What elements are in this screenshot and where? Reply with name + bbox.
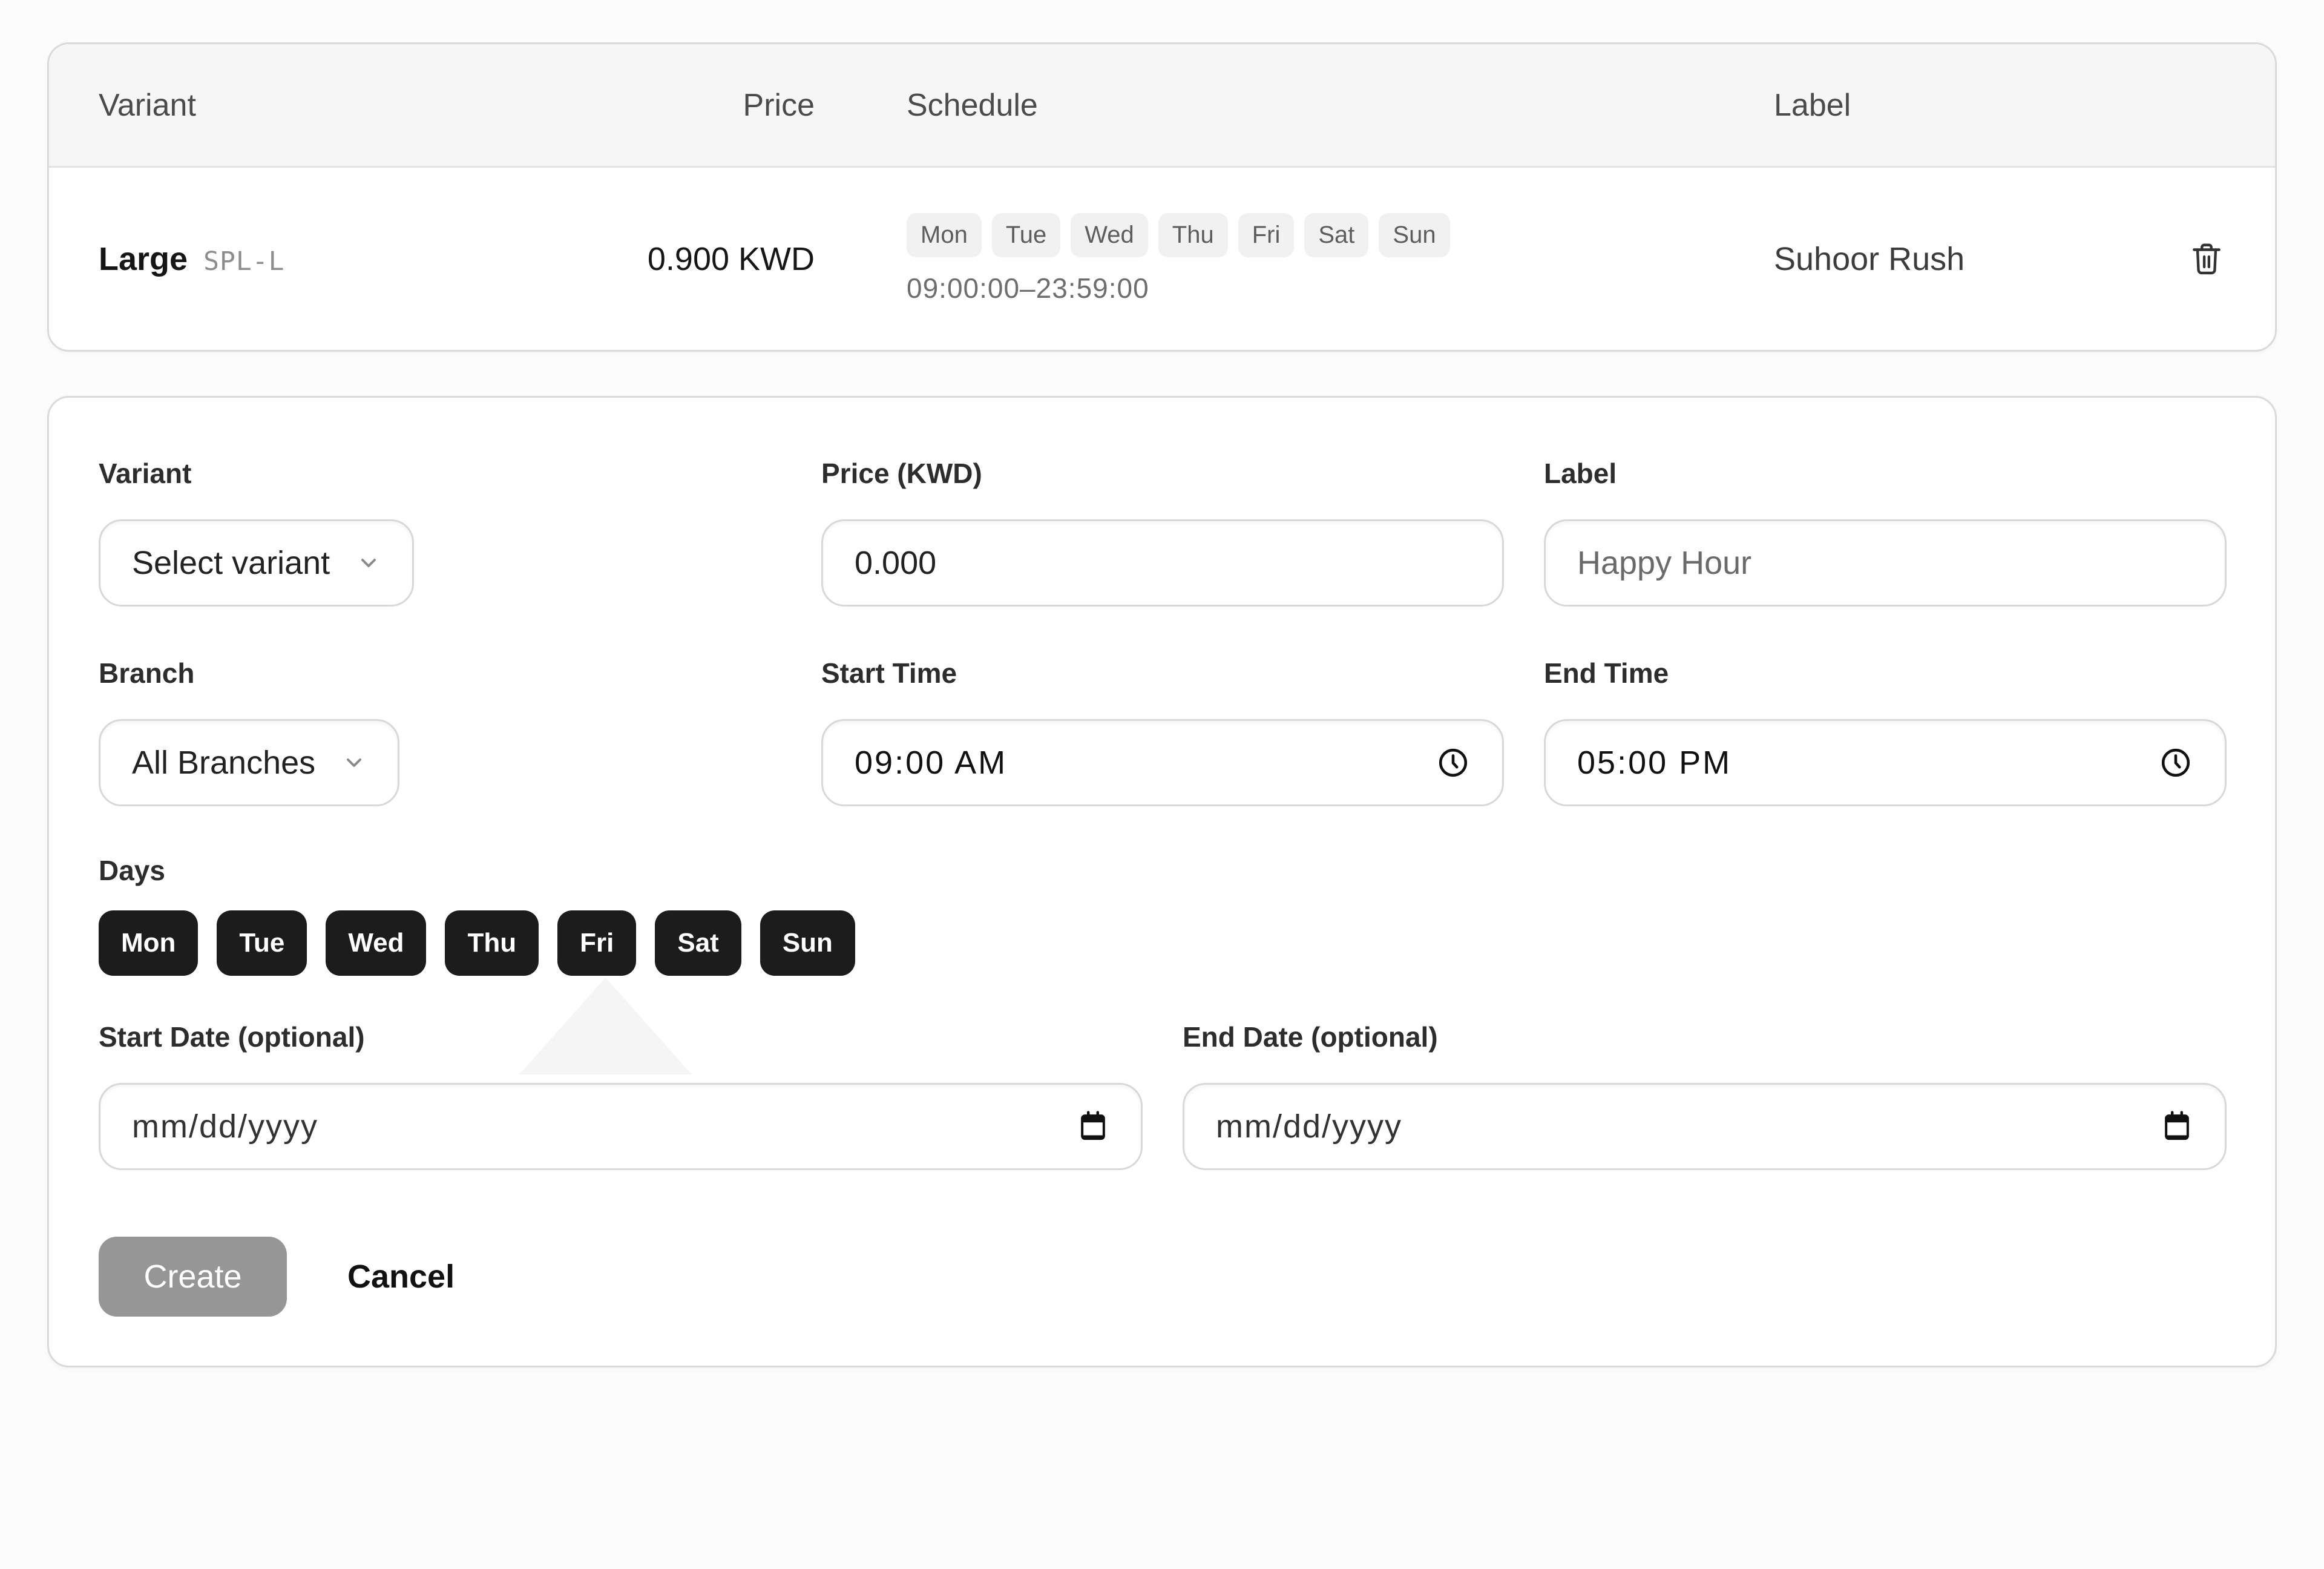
day-toggle-thu[interactable]: Thu [445, 910, 539, 976]
label-field-label: Label [1544, 458, 1617, 489]
price-field-label: Price (KWD) [821, 458, 982, 489]
label-field-group: Label Happy Hour [1544, 456, 2227, 607]
schedule-day-chips: Mon Tue Wed Thu Fri Sat Sun [907, 213, 1774, 257]
day-toggle-wed[interactable]: Wed [326, 910, 427, 976]
start-time-field-label: Start Time [821, 657, 957, 689]
branch-field-group: Branch All Branches [99, 656, 781, 806]
variant-name: Large [99, 240, 188, 277]
start-time-field-group: Start Time 09:00 AM [821, 656, 1504, 806]
create-schedule-form: Variant Select variant Price (KWD) 0.000… [47, 396, 2277, 1367]
day-chip: Fri [1238, 213, 1295, 257]
day-chip: Sun [1379, 213, 1450, 257]
days-field-label: Days [99, 855, 165, 886]
variant-sku: SPL-L [203, 246, 285, 277]
schedule-cell: Mon Tue Wed Thu Fri Sat Sun 09:00:00–23:… [815, 213, 1774, 304]
end-date-field-group: End Date (optional) mm/dd/yyyy [1183, 1019, 2227, 1170]
calendar-icon[interactable] [1077, 1109, 1109, 1144]
column-header-price: Price [743, 87, 815, 123]
end-time-field-label: End Time [1544, 657, 1669, 689]
schedule-time-range: 09:00:00–23:59:00 [907, 272, 1149, 304]
end-date-field-label: End Date (optional) [1183, 1021, 1438, 1053]
day-toggle-sun[interactable]: Sun [760, 910, 855, 976]
start-time-input[interactable]: 09:00 AM [821, 719, 1504, 806]
column-header-variant: Variant [99, 87, 196, 123]
schedule-label: Suhoor Rush [1774, 240, 1965, 277]
day-chip: Tue [991, 213, 1061, 257]
day-chip: Sat [1304, 213, 1369, 257]
chevron-down-icon [342, 751, 366, 775]
end-time-field-group: End Time 05:00 PM [1544, 656, 2227, 806]
label-input[interactable]: Happy Hour [1544, 519, 2227, 607]
column-header-label: Label [1774, 87, 1851, 123]
trash-icon [2188, 239, 2225, 279]
day-chip: Wed [1071, 213, 1148, 257]
schedules-table: Variant Price Schedule Label Large SPL-L… [47, 42, 2277, 352]
day-toggle-sat[interactable]: Sat [655, 910, 741, 976]
start-date-field-group: Start Date (optional) mm/dd/yyyy [99, 1019, 1143, 1170]
end-date-input[interactable]: mm/dd/yyyy [1183, 1083, 2227, 1170]
day-toggle-tue[interactable]: Tue [217, 910, 307, 976]
column-header-schedule: Schedule [907, 87, 1038, 123]
chevron-down-icon [356, 551, 381, 575]
day-toggle-mon[interactable]: Mon [99, 910, 199, 976]
end-time-input[interactable]: 05:00 PM [1544, 719, 2227, 806]
clock-icon[interactable] [1436, 745, 1471, 780]
delete-button[interactable] [2188, 239, 2225, 279]
variant-field-label: Variant [99, 458, 192, 489]
price-field-group: Price (KWD) 0.000 [821, 456, 1504, 607]
day-chip: Mon [907, 213, 982, 257]
cancel-button[interactable]: Cancel [347, 1258, 455, 1295]
day-toggle-fri[interactable]: Fri [557, 910, 637, 976]
table-header-row: Variant Price Schedule Label [49, 44, 2275, 168]
start-date-input[interactable]: mm/dd/yyyy [99, 1083, 1143, 1170]
branch-field-label: Branch [99, 657, 195, 689]
variant-cell: Large SPL-L [99, 240, 553, 278]
price-value: 0.900 KWD [647, 240, 815, 277]
price-input[interactable]: 0.000 [821, 519, 1504, 607]
clock-icon[interactable] [2158, 745, 2193, 780]
variant-field-group: Variant Select variant [99, 456, 781, 607]
start-date-field-label: Start Date (optional) [99, 1021, 365, 1053]
day-chip: Thu [1158, 213, 1228, 257]
day-toggle-group: Mon Tue Wed Thu Fri Sat Sun [99, 910, 2225, 976]
branch-select[interactable]: All Branches [99, 719, 400, 806]
calendar-icon[interactable] [2161, 1109, 2193, 1144]
variant-select[interactable]: Select variant [99, 519, 415, 607]
create-button[interactable]: Create [99, 1237, 287, 1317]
table-row: Large SPL-L 0.900 KWD Mon Tue Wed Thu Fr… [49, 168, 2275, 350]
